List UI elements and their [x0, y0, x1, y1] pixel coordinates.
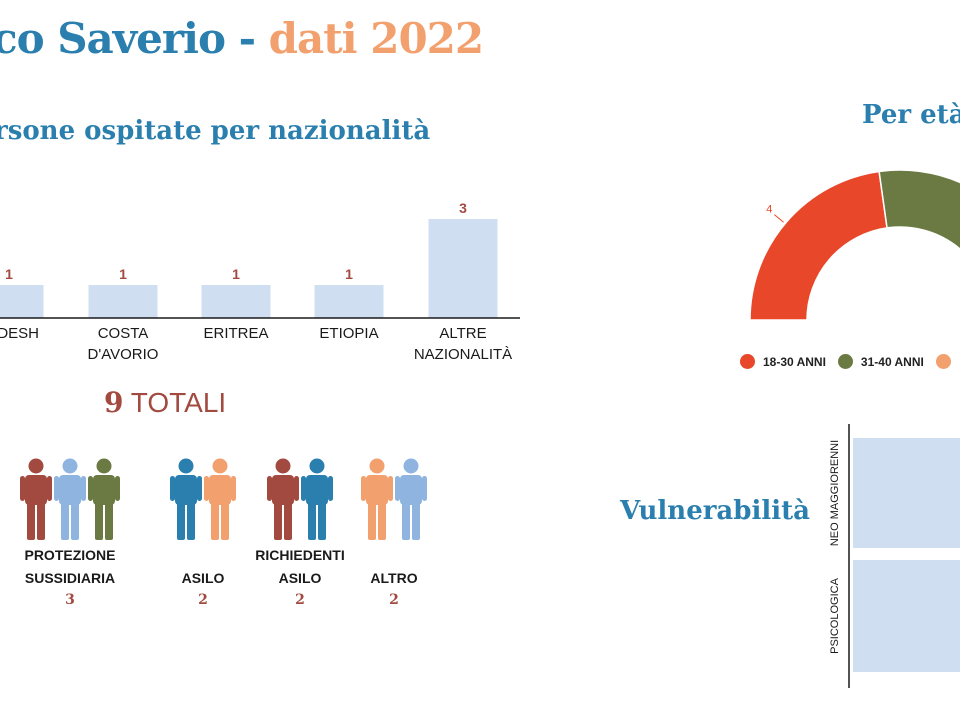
group-label-line1: RICHIEDENTI — [255, 547, 345, 563]
bar-value-label: 1 — [345, 266, 353, 282]
group-value: 3 — [65, 592, 75, 608]
group-value: 2 — [198, 592, 208, 608]
legend-item: 18-30 ANNI — [740, 354, 826, 369]
group-label-line2: ASILO — [181, 570, 225, 586]
legend-swatch — [740, 354, 755, 369]
legend-label: 18-30 ANNI — [763, 354, 826, 369]
group-label-line1 — [148, 544, 258, 567]
totals-heading: 9 TOTALI — [104, 386, 226, 419]
vulnerability-chart-title: Vulnerabilità — [620, 496, 810, 526]
totals-number: 9 — [104, 386, 124, 419]
vulnerability-bar — [853, 438, 960, 548]
age-donut-chart: 4 — [749, 169, 960, 321]
person-icon — [170, 458, 202, 540]
legend-swatch — [837, 354, 853, 369]
page-title-year: dati 2022 — [268, 14, 484, 63]
person-icon — [204, 458, 236, 540]
page-title-main: co Saverio - — [0, 14, 269, 63]
totals-label: TOTALI — [130, 387, 227, 418]
vulnerability-category-label: PSICOLOGICA — [829, 577, 841, 653]
person-icon — [301, 458, 333, 540]
group-label-line1: PROTEZIONE — [24, 547, 116, 563]
vulnerability-category-label: NEO MAGGIORENNI — [829, 440, 841, 546]
bar-4 — [428, 219, 498, 318]
person-icon — [395, 458, 427, 540]
bar-value-label: 1 — [119, 266, 127, 282]
group-value: 2 — [295, 592, 305, 608]
person-icon — [361, 458, 393, 540]
legend-label: 31-40 ANNI — [860, 354, 924, 369]
people-icons — [0, 458, 140, 544]
people-icons — [344, 458, 444, 544]
protection-group: ASILO 2 — [148, 458, 258, 608]
age-chart-title: Per età — [862, 100, 960, 130]
nationality-bar-chart: 1 LADESH 1 COSTA D'AVORIO 1 ERITREA 1 ETIOPIA 3 AL… — [0, 200, 520, 363]
category-label: D'AVORIO — [88, 346, 159, 363]
legend-item: 31-40 ANNI — [837, 354, 924, 369]
category-label: COSTA — [98, 325, 149, 342]
bar-value-label: 1 — [5, 266, 13, 282]
person-icon — [20, 458, 52, 540]
bar-value-label: 3 — [459, 200, 467, 216]
bar-3 — [314, 285, 384, 318]
protection-group: PROTEZIONE SUSSIDIARIA 3 — [0, 458, 140, 608]
category-label: LADESH — [0, 325, 39, 342]
person-icon — [54, 458, 86, 540]
slice-31-40 — [878, 169, 960, 250]
person-icon — [267, 458, 299, 540]
slice-18-30 — [749, 170, 888, 321]
bar-1 — [88, 285, 158, 318]
group-value: 2 — [389, 592, 399, 608]
category-label: ERITREA — [203, 325, 268, 342]
legend-swatch — [935, 354, 951, 369]
vulnerability-bar-chart: NEO MAGGIORENNI PSICOLOGICA — [829, 424, 960, 688]
bar-2 — [201, 285, 271, 318]
person-icon — [88, 458, 120, 540]
category-label: ETIOPIA — [319, 325, 378, 342]
nationality-chart-title: rsone ospitate per nazionalità — [0, 116, 431, 146]
people-icons — [148, 458, 258, 544]
group-label-line2: ALTRO — [370, 570, 418, 586]
bar-0 — [0, 285, 44, 318]
protection-group: ALTRO 2 — [344, 458, 444, 608]
category-label: ALTRE — [439, 325, 486, 342]
page-title: co Saverio - dati 2022 — [0, 14, 484, 63]
slice-leader-line — [774, 214, 784, 223]
group-label-line2: SUSSIDIARIA — [24, 570, 116, 586]
people-icons — [250, 458, 350, 544]
slice-value-label: 4 — [766, 204, 772, 216]
protection-group: RICHIEDENTI ASILO 2 — [250, 458, 350, 608]
legend-item — [935, 354, 959, 369]
group-label-line1 — [344, 544, 444, 567]
category-label: NAZIONALITÀ — [414, 346, 512, 363]
age-legend: 18-30 ANNI 31-40 ANNI — [740, 354, 960, 374]
group-label-line2: ASILO — [278, 570, 322, 586]
vulnerability-bar — [853, 560, 960, 672]
bar-value-label: 1 — [232, 266, 240, 282]
